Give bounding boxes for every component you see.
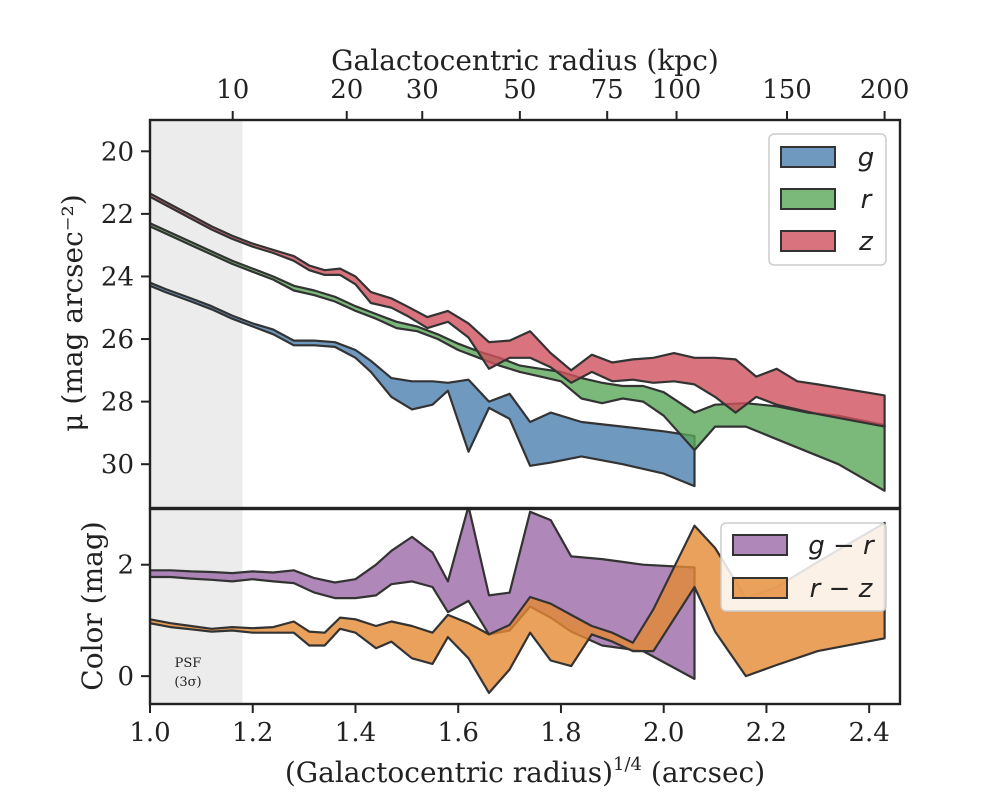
top-y-tick-label: 28 [101, 388, 134, 418]
band-r-z [150, 521, 886, 694]
band-z [150, 192, 886, 428]
top-y-tick-label: 26 [101, 325, 134, 355]
top-y-tick-label: 22 [101, 200, 134, 230]
legend-label-g: g [858, 143, 875, 173]
legend-label-g-r: g − r [808, 531, 876, 561]
legend-swatch-z [780, 230, 836, 252]
legend-swatch-r [780, 188, 836, 210]
legend-label-r: r [861, 185, 874, 215]
legend-label-r-z: r − z [810, 574, 874, 604]
bottom-y-axis-title: Color (mag) [76, 521, 109, 690]
bottom-panel-frame [148, 507, 902, 706]
top-x-tick-label: 10 [216, 75, 249, 105]
legend-swatch-g-r [732, 534, 788, 556]
top-axis-title: Galactocentric radius (kpc) [331, 44, 719, 77]
legends: grz g − r r − z [720, 133, 887, 612]
top-x-tick-label: 150 [762, 75, 812, 105]
bottom-x-tick-label: 2.0 [643, 718, 684, 748]
axis-ticks: 20 22 24 26 28 30 10 20 30 50 75 100 150 200 0 2 1.0 1.2 1… [101, 75, 910, 748]
bottom-x-tick-label: 2.2 [746, 718, 787, 748]
legend-swatch-r-z [732, 577, 788, 599]
top-x-tick-label: 20 [330, 75, 363, 105]
bottom-x-tick-label: 1.2 [232, 718, 273, 748]
psf-label: PSF [175, 656, 202, 671]
top-x-tick-label: 30 [406, 75, 439, 105]
top-y-tick-label: 20 [101, 137, 134, 167]
data-bands [150, 192, 886, 694]
bottom-x-tick-label: 1.0 [129, 718, 170, 748]
top-x-tick-label: 75 [591, 75, 624, 105]
top-x-tick-label: 50 [503, 75, 536, 105]
band-g-r [150, 509, 696, 680]
psf-region [150, 120, 243, 704]
bottom-y-tick-label: 0 [117, 662, 134, 692]
band-g [150, 281, 696, 488]
psf-shaded-region [150, 120, 243, 704]
top-y-tick-label: 24 [101, 262, 134, 292]
top-y-tick-label: 30 [101, 450, 134, 480]
bottom-x-tick-label: 1.6 [438, 718, 479, 748]
legend-label-z: z [858, 227, 874, 257]
band-r [150, 222, 886, 492]
bottom-y-tick-label: 2 [117, 551, 134, 581]
bottom-x-tick-label: 2.4 [848, 718, 889, 748]
top-y-axis-title: μ (mag arcsec⁻²) [56, 194, 89, 431]
psf-sigma-label: (3σ) [174, 675, 201, 690]
top-x-tick-label: 200 [860, 75, 910, 105]
axes-frames [148, 118, 902, 706]
legend-swatch-g [780, 146, 836, 168]
bottom-x-axis-title: (Galactocentric radius)1/4 (arcsec) [285, 754, 765, 789]
bottom-x-tick-label: 1.8 [540, 718, 581, 748]
top-x-tick-label: 100 [652, 75, 702, 105]
bottom-x-tick-label: 1.4 [335, 718, 376, 748]
